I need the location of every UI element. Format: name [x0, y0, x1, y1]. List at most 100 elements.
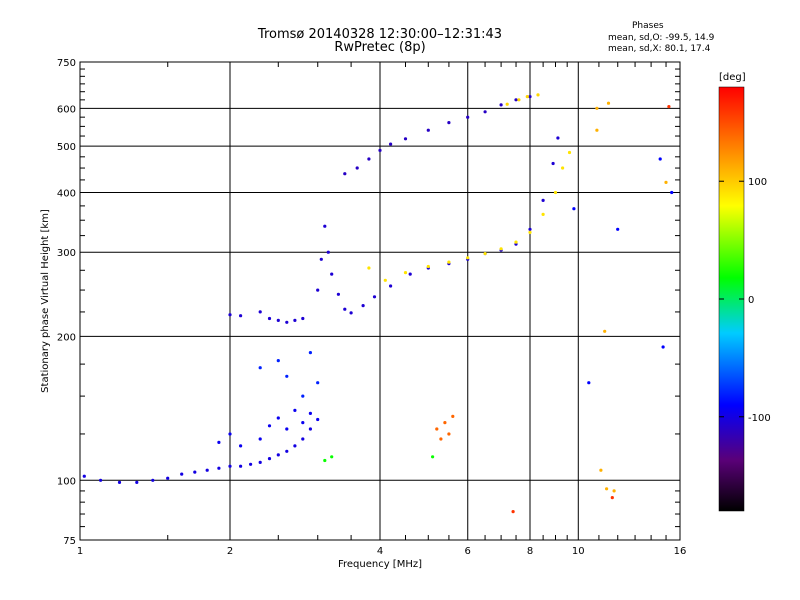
colorbar-tick-label: -100: [748, 413, 771, 424]
echo-point: [528, 227, 532, 231]
x-tick-label: 2: [227, 546, 233, 557]
echo-point: [217, 466, 221, 470]
echo-point: [595, 106, 599, 110]
echo-point: [431, 455, 435, 459]
echo-point: [285, 320, 289, 324]
echo-point: [599, 468, 603, 472]
echo-point: [435, 427, 439, 431]
phase-stats-o: mean, sd,O: -99.5, 14.9: [608, 33, 715, 43]
echo-point: [528, 95, 532, 99]
echo-point: [316, 288, 320, 292]
echo-point: [426, 264, 430, 269]
x-tick-label: 10: [572, 546, 585, 557]
x-tick-label: 8: [527, 546, 533, 557]
echo-point: [301, 437, 305, 441]
echo-point: [323, 458, 327, 463]
y-tick-label: 300: [57, 248, 76, 259]
echo-point: [670, 190, 674, 195]
echo-point: [217, 440, 221, 444]
echo-point: [267, 457, 272, 461]
echo-point: [466, 115, 470, 119]
echo-point: [316, 417, 320, 422]
y-tick-label: 400: [57, 188, 76, 199]
colorbar-ticks: 100 0 -100: [719, 177, 771, 424]
echo-point: [99, 478, 103, 482]
echo-point: [499, 103, 503, 107]
x-tick-label: 6: [465, 546, 471, 557]
echo-point: [193, 470, 197, 474]
echo-point: [258, 310, 262, 314]
echo-point: [561, 166, 565, 170]
echo-point: [330, 272, 334, 276]
echo-point: [378, 148, 382, 152]
data-points: [82, 93, 674, 514]
echo-point: [587, 381, 591, 385]
echo-point: [605, 487, 609, 491]
colorbar-tick-label: 0: [748, 295, 754, 306]
echo-point: [330, 455, 334, 459]
colorbar-tick-label: 100: [748, 177, 767, 188]
echo-point: [293, 444, 297, 448]
echo-point: [308, 427, 312, 431]
echo-point: [267, 316, 272, 321]
echo-point: [267, 424, 272, 428]
echo-point: [117, 480, 122, 484]
echo-point: [525, 95, 529, 99]
echo-point: [551, 161, 555, 166]
echo-point: [389, 142, 393, 146]
echo-point: [367, 266, 371, 270]
echo-point: [443, 421, 447, 425]
echo-point: [403, 271, 408, 275]
echo-point: [239, 444, 243, 448]
echo-point: [308, 351, 312, 355]
echo-point: [228, 313, 232, 317]
echo-point: [316, 381, 320, 385]
echo-point: [228, 432, 232, 436]
echo-point: [541, 198, 545, 202]
echo-point: [595, 128, 599, 132]
echo-point: [603, 329, 607, 333]
echo-point: [355, 166, 359, 170]
echo-point: [343, 307, 347, 311]
echo-point: [616, 227, 620, 231]
echo-point: [389, 284, 393, 288]
echo-point: [426, 128, 430, 132]
y-tick-label: 100: [57, 476, 76, 487]
echo-point: [372, 295, 377, 299]
echo-point: [349, 311, 353, 315]
chart-title: Tromsø 20140328 12:30:00–12:31:43: [257, 27, 503, 42]
colorbar-label: [deg]: [719, 72, 746, 83]
echo-point: [514, 98, 518, 102]
echo-point: [276, 416, 280, 420]
echo-point: [239, 314, 243, 318]
x-tick-label: 4: [377, 546, 383, 557]
echo-point: [505, 102, 509, 106]
echo-point: [258, 460, 262, 464]
echo-point: [658, 157, 662, 161]
echo-point: [343, 172, 347, 176]
echo-point: [319, 257, 323, 261]
y-tick-label: 750: [57, 58, 76, 69]
x-tick-label: 1: [77, 546, 83, 557]
echo-point: [361, 304, 365, 308]
echo-point: [323, 224, 327, 228]
echo-point: [285, 427, 289, 431]
y-tick-label: 500: [57, 142, 76, 153]
echo-point: [667, 105, 671, 109]
grid-lines: [80, 62, 680, 540]
axis-ticks: 1 2 4 6 8 10 16 75 100 200 300 400 500 600 750: [57, 58, 686, 557]
echo-point: [528, 230, 532, 234]
echo-point: [205, 468, 209, 472]
echo-point: [258, 437, 262, 441]
echo-point: [293, 318, 297, 322]
echo-point: [293, 408, 297, 412]
echo-point: [82, 474, 86, 478]
echo-point: [239, 464, 243, 468]
echo-point: [466, 256, 470, 260]
echo-point: [664, 180, 668, 184]
phase-stats-x: mean, sd,X: 80.1, 17.4: [608, 44, 711, 54]
echo-point: [514, 240, 518, 244]
plot-frame: [79, 61, 681, 541]
echo-point: [276, 453, 280, 457]
echo-point: [606, 101, 611, 105]
